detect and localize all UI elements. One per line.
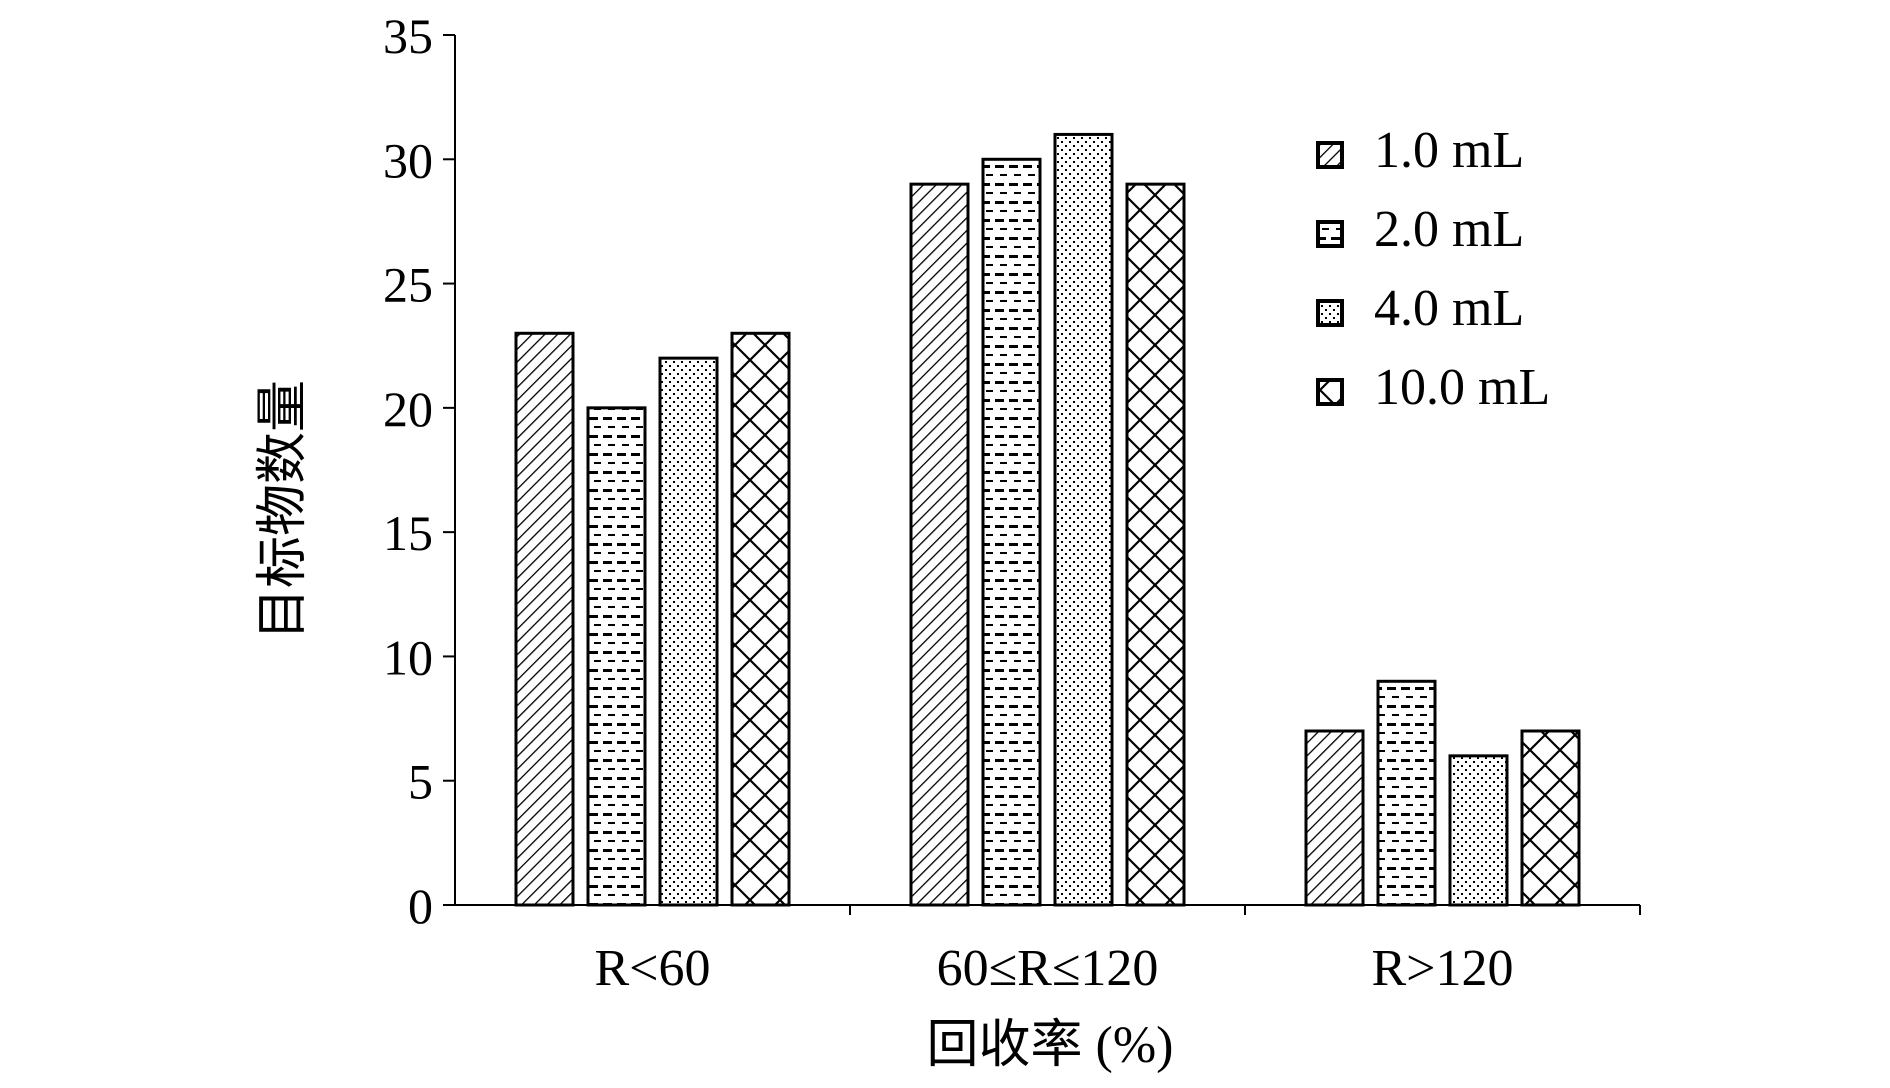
y-tick-label: 35 xyxy=(383,8,433,64)
legend-label: 2.0 mL xyxy=(1374,201,1524,258)
bar xyxy=(586,406,647,907)
legend-label: 4.0 mL xyxy=(1374,280,1524,337)
bar xyxy=(1125,182,1186,907)
legend-label: 1.0 mL xyxy=(1374,122,1524,179)
x-category-label: 60≤R≤120 xyxy=(937,940,1159,997)
bar xyxy=(514,331,575,907)
y-tick-label: 15 xyxy=(383,505,433,561)
bars xyxy=(514,132,1581,907)
y-tick-label: 5 xyxy=(408,754,433,810)
legend-swatch xyxy=(1316,220,1344,248)
bar xyxy=(1520,729,1581,907)
x-axis-label: 回收率 (%) xyxy=(927,1017,1174,1074)
bar xyxy=(981,157,1042,907)
legend: 1.0 mL 2.0 mL 4.0 mL 10.0 mL xyxy=(1316,122,1550,416)
x-category-label: R<60 xyxy=(594,940,710,997)
bar xyxy=(658,356,719,907)
y-axis-ticks: 0 5 10 15 20 25 30 35 xyxy=(383,8,455,934)
legend-label: 10.0 mL xyxy=(1374,359,1550,416)
bar xyxy=(1448,754,1509,907)
bar xyxy=(1376,679,1437,907)
bar xyxy=(1304,729,1365,907)
axes xyxy=(454,35,1640,906)
legend-swatch xyxy=(1316,299,1344,327)
y-tick-label: 30 xyxy=(383,132,433,188)
y-tick-label: 25 xyxy=(383,257,433,313)
legend-swatch xyxy=(1316,141,1344,169)
y-tick-label: 0 xyxy=(408,878,433,934)
bar xyxy=(1053,132,1114,907)
bar xyxy=(909,182,970,907)
y-tick-label: 10 xyxy=(383,629,433,685)
y-axis-label: 目标物数量 xyxy=(255,380,312,640)
x-axis-categories: R<60 60≤R≤120 R>120 xyxy=(594,905,1641,997)
bar xyxy=(730,331,791,907)
y-tick-label: 20 xyxy=(383,381,433,437)
x-category-label: R>120 xyxy=(1371,940,1513,997)
legend-swatch xyxy=(1316,378,1344,406)
